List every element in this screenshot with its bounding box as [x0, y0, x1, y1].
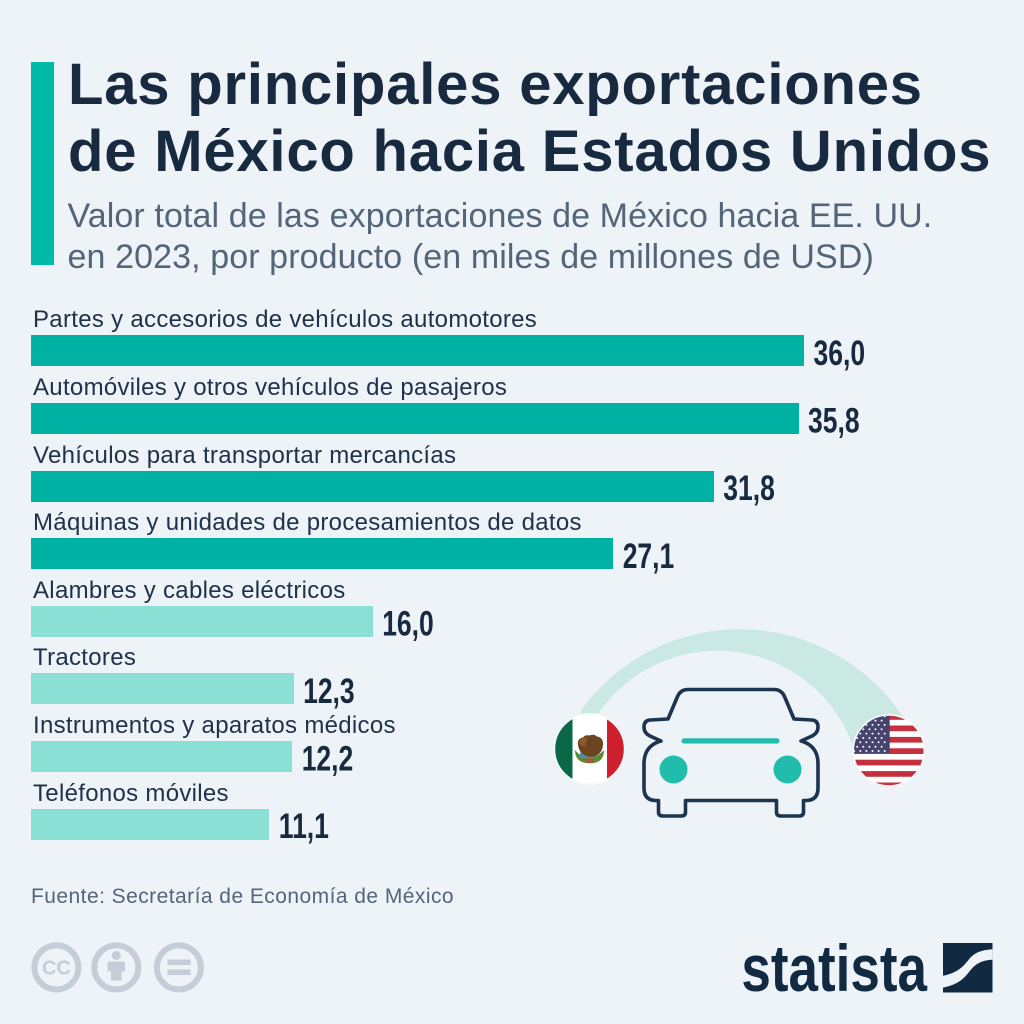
svg-text:statista: statista — [741, 931, 927, 1005]
svg-text:36,0: 36,0 — [814, 333, 866, 372]
svg-text:11,1: 11,1 — [279, 807, 329, 846]
svg-text:16,0: 16,0 — [382, 604, 434, 643]
svg-text:12,2: 12,2 — [302, 739, 354, 778]
svg-text:27,1: 27,1 — [623, 536, 675, 575]
svg-text:35,8: 35,8 — [808, 401, 860, 440]
svg-text:CC: CC — [42, 958, 71, 980]
svg-text:31,8: 31,8 — [723, 469, 775, 508]
svg-text:12,3: 12,3 — [303, 671, 355, 710]
